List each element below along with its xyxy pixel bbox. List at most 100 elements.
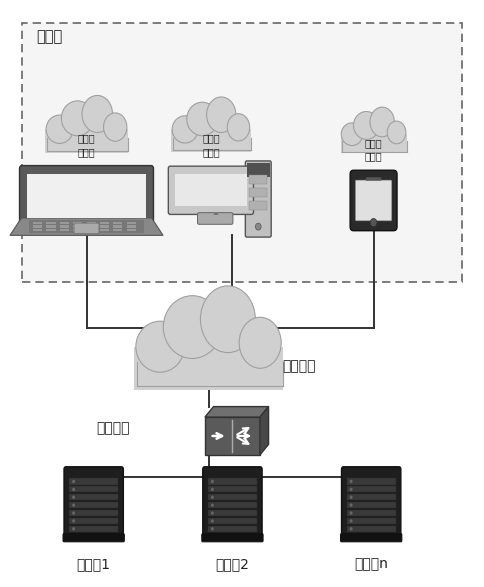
Circle shape (72, 519, 75, 522)
FancyBboxPatch shape (113, 222, 122, 224)
FancyBboxPatch shape (247, 163, 270, 177)
Circle shape (349, 504, 352, 507)
Circle shape (211, 511, 214, 515)
FancyBboxPatch shape (45, 129, 128, 153)
Ellipse shape (187, 102, 218, 136)
FancyBboxPatch shape (46, 229, 56, 231)
FancyBboxPatch shape (208, 494, 257, 500)
FancyBboxPatch shape (100, 222, 109, 224)
FancyBboxPatch shape (113, 229, 122, 231)
Circle shape (370, 218, 377, 227)
FancyBboxPatch shape (197, 212, 233, 224)
Ellipse shape (82, 96, 112, 133)
FancyBboxPatch shape (46, 225, 56, 228)
FancyBboxPatch shape (249, 188, 267, 197)
FancyBboxPatch shape (347, 486, 395, 492)
Ellipse shape (173, 120, 249, 151)
FancyBboxPatch shape (33, 222, 42, 224)
FancyBboxPatch shape (127, 225, 136, 228)
Circle shape (211, 504, 214, 507)
Ellipse shape (207, 97, 236, 133)
Ellipse shape (370, 107, 394, 137)
FancyBboxPatch shape (64, 467, 123, 538)
FancyBboxPatch shape (60, 229, 69, 231)
Text: 虚拟磁
盘镜像: 虚拟磁 盘镜像 (365, 138, 382, 161)
Text: 客户端: 客户端 (36, 29, 62, 44)
FancyBboxPatch shape (73, 225, 82, 228)
Ellipse shape (341, 123, 363, 146)
FancyBboxPatch shape (366, 177, 381, 181)
Text: 物理机n: 物理机n (354, 558, 388, 571)
Ellipse shape (136, 321, 184, 372)
Text: 物理机1: 物理机1 (76, 558, 111, 571)
FancyBboxPatch shape (69, 518, 118, 524)
FancyBboxPatch shape (63, 534, 124, 542)
Circle shape (211, 527, 214, 531)
FancyBboxPatch shape (171, 129, 251, 153)
Ellipse shape (239, 317, 281, 368)
FancyBboxPatch shape (208, 502, 257, 508)
FancyBboxPatch shape (69, 478, 118, 484)
FancyBboxPatch shape (355, 180, 392, 221)
FancyBboxPatch shape (350, 170, 397, 231)
Ellipse shape (47, 119, 126, 152)
Circle shape (349, 519, 352, 522)
Ellipse shape (104, 113, 127, 141)
Circle shape (349, 488, 352, 491)
Circle shape (72, 488, 75, 491)
Circle shape (211, 488, 214, 491)
FancyBboxPatch shape (69, 502, 118, 508)
Polygon shape (10, 218, 163, 235)
FancyBboxPatch shape (60, 225, 69, 228)
FancyBboxPatch shape (46, 222, 56, 224)
FancyBboxPatch shape (168, 166, 254, 214)
FancyBboxPatch shape (175, 174, 247, 206)
FancyBboxPatch shape (245, 161, 271, 237)
FancyBboxPatch shape (127, 222, 136, 224)
Ellipse shape (61, 101, 94, 136)
FancyBboxPatch shape (60, 222, 69, 224)
FancyBboxPatch shape (208, 486, 257, 492)
FancyBboxPatch shape (74, 223, 99, 234)
FancyBboxPatch shape (202, 534, 263, 542)
Circle shape (349, 495, 352, 499)
Polygon shape (205, 407, 269, 417)
FancyBboxPatch shape (33, 225, 42, 228)
Ellipse shape (227, 114, 250, 141)
FancyBboxPatch shape (347, 518, 395, 524)
FancyBboxPatch shape (249, 201, 267, 210)
Circle shape (72, 480, 75, 483)
FancyBboxPatch shape (347, 510, 395, 516)
FancyBboxPatch shape (69, 494, 118, 500)
Ellipse shape (163, 296, 221, 359)
Ellipse shape (172, 116, 198, 143)
Text: 负载均衡: 负载均衡 (96, 421, 130, 436)
Text: 虚拟磁
盘镜像: 虚拟磁 盘镜像 (78, 134, 95, 157)
FancyBboxPatch shape (73, 222, 82, 224)
FancyBboxPatch shape (347, 494, 395, 500)
FancyBboxPatch shape (69, 510, 118, 516)
Circle shape (72, 495, 75, 499)
FancyBboxPatch shape (249, 175, 267, 184)
FancyBboxPatch shape (341, 534, 402, 542)
FancyBboxPatch shape (208, 526, 257, 532)
FancyBboxPatch shape (73, 229, 82, 231)
FancyBboxPatch shape (69, 526, 118, 532)
FancyBboxPatch shape (87, 229, 96, 231)
FancyBboxPatch shape (33, 229, 42, 231)
FancyBboxPatch shape (87, 225, 96, 228)
Polygon shape (260, 407, 269, 455)
FancyBboxPatch shape (127, 229, 136, 231)
FancyBboxPatch shape (100, 225, 109, 228)
FancyBboxPatch shape (342, 467, 401, 538)
Circle shape (211, 495, 214, 499)
Circle shape (349, 480, 352, 483)
Circle shape (72, 527, 75, 531)
FancyBboxPatch shape (208, 518, 257, 524)
FancyBboxPatch shape (203, 467, 262, 538)
Text: 云管平台: 云管平台 (283, 359, 316, 373)
FancyBboxPatch shape (29, 220, 144, 233)
FancyBboxPatch shape (19, 166, 153, 227)
FancyBboxPatch shape (347, 502, 395, 508)
FancyBboxPatch shape (22, 23, 462, 282)
